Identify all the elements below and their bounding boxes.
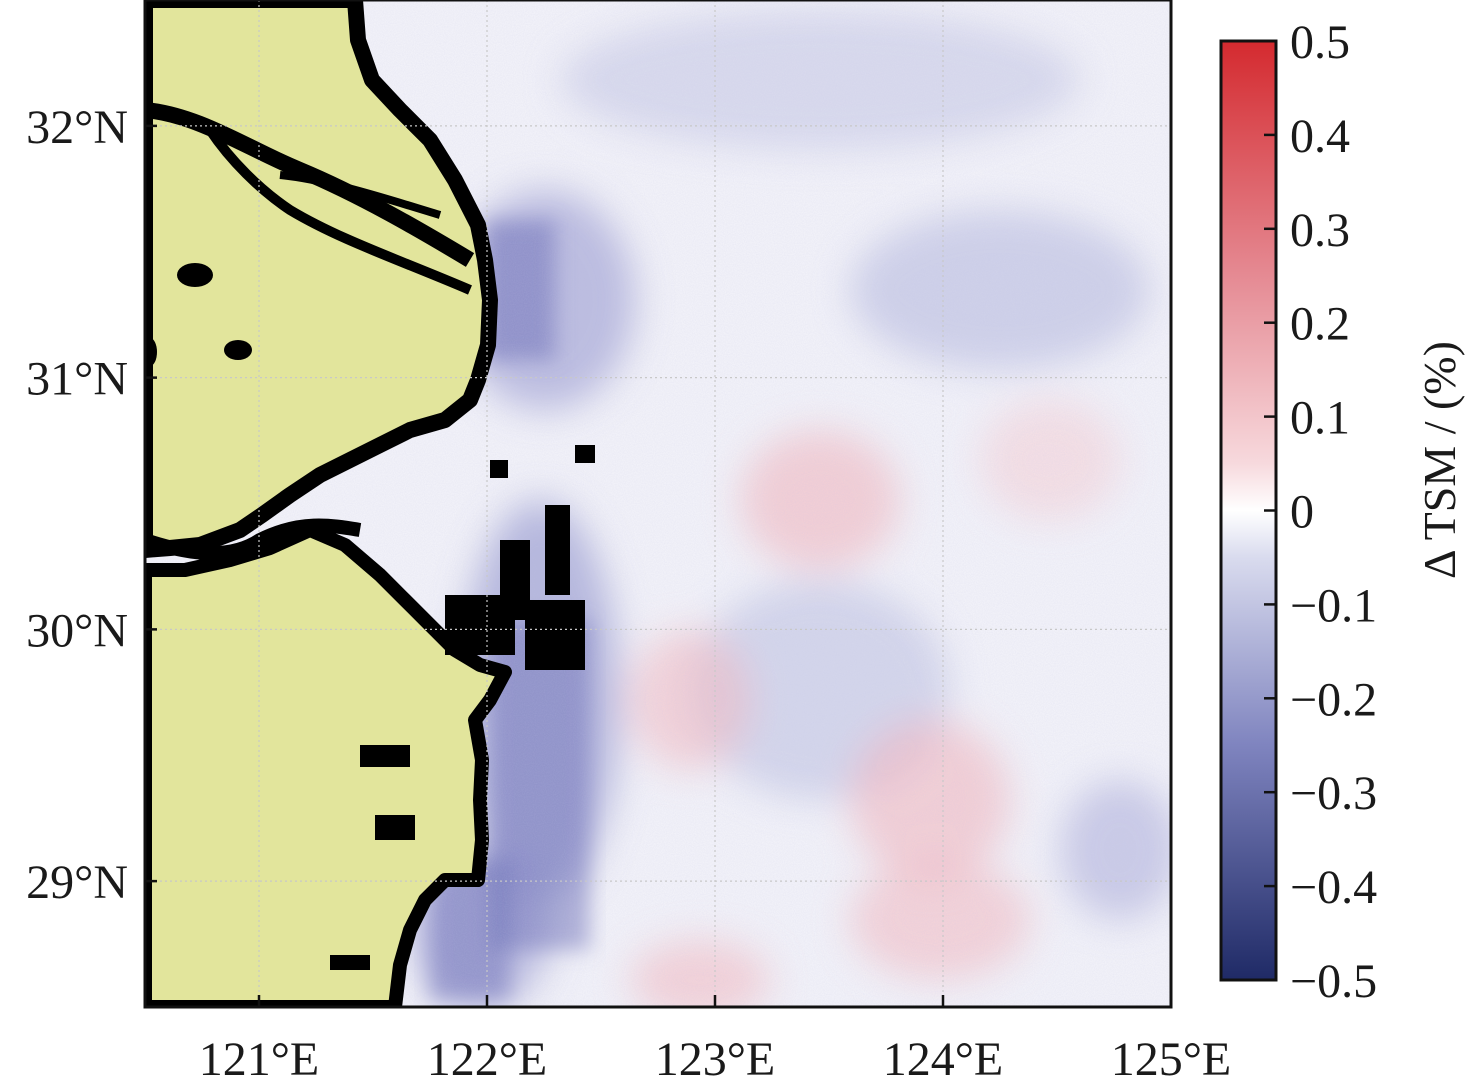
lon-tick-label: 121°E	[199, 1033, 320, 1086]
lat-tick-label: 29°N	[26, 856, 128, 909]
lon-tick-label: 122°E	[427, 1033, 548, 1086]
inland-lake	[145, 338, 157, 366]
lon-tick-label: 125°E	[1111, 1033, 1232, 1086]
colorbar-tick-label: 0.5	[1290, 16, 1350, 69]
lat-tick-label: 30°N	[26, 604, 128, 657]
colorbar-tick-label: 0.1	[1290, 392, 1350, 445]
yangtze-channel	[279, 171, 442, 219]
map-axes: 121°E 122°E 123°E 124°E 125°E 32°N 31°N 30°N 29°…	[26, 101, 1231, 1086]
map-frame	[143, 0, 1173, 1009]
colorbar-tick-label: −0.5	[1290, 955, 1377, 1008]
yangtze-channel	[145, 102, 475, 267]
lat-tick-label: 32°N	[26, 101, 128, 154]
colorbar-tick-label: −0.1	[1290, 579, 1377, 632]
lon-tick-label: 124°E	[883, 1033, 1004, 1086]
colorbar-ticks: 0.5 0.4 0.3 0.2 0.1 0 −0.1 −0.2 −0.3 −0.4 −0.5	[1264, 16, 1377, 1008]
lat-tick-label: 31°N	[26, 353, 128, 406]
inland-lake	[177, 263, 213, 287]
colorbar-tick-label: 0	[1290, 486, 1314, 539]
map-plot-area	[145, 0, 1171, 1007]
graticule-grid	[145, 0, 1171, 1007]
land-mass	[145, 0, 595, 1007]
colorbar: 0.5 0.4 0.3 0.2 0.1 0 −0.1 −0.2 −0.3 −0.4 −0.5 Δ T…	[1219, 16, 1465, 1008]
lon-tick-label: 123°E	[655, 1033, 776, 1086]
colorbar-tick-label: 0.3	[1290, 204, 1350, 257]
zhoushan-islands	[330, 445, 595, 970]
colorbar-tick-label: 0.2	[1290, 298, 1350, 351]
inland-lake	[224, 340, 252, 360]
yangtze-channel	[205, 127, 472, 295]
hangzhou-bay-shore	[145, 518, 362, 561]
colorbar-title: Δ TSM / (%)	[1414, 341, 1465, 579]
colorbar-tick-label: −0.2	[1290, 673, 1377, 726]
colorbar-tick-label: −0.3	[1290, 767, 1377, 820]
colorbar-tick-label: −0.4	[1290, 861, 1377, 914]
colorbar-tick-label: 0.4	[1290, 110, 1350, 163]
